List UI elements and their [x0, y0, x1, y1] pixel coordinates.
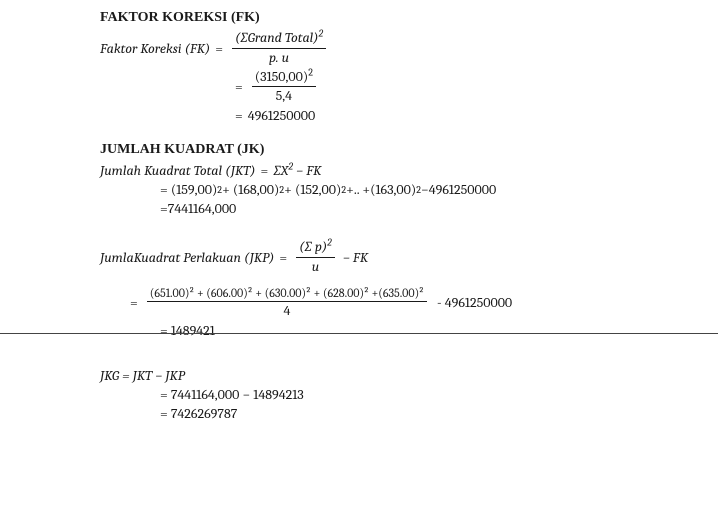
jkg-eq2: = 7441164,000 − 14894213 — [100, 386, 718, 403]
fk-lhs: Faktor Koreksi (FK) — [100, 40, 210, 57]
v3: 152,00) — [300, 181, 341, 198]
v2: 168,00) — [238, 181, 279, 198]
jk-heading: JUMLAH KUADRAT (JK) — [100, 142, 718, 158]
exponent: 2 — [327, 237, 332, 249]
v4: 163,00) — [375, 181, 416, 198]
eq-paren: = ( — [160, 181, 176, 198]
fk-heading: FAKTOR KOREKSI (FK) — [100, 10, 718, 26]
jkg-eq1: JKG = JKT − JKP — [100, 367, 718, 384]
fk-fraction-1: (∑Grand Total)2 p. u — [232, 30, 326, 67]
jkt-expansion: = (159,00)2 + (168,00)2 + (152,00)2 +.. … — [100, 181, 718, 198]
horizontal-rule — [0, 333, 718, 334]
plus: + ( — [284, 181, 300, 198]
jkp-tail: − FK — [343, 249, 368, 266]
fk-num2-val: (3150,00) — [255, 68, 308, 85]
equals-sign: = — [215, 40, 223, 57]
sigma: ∑ — [273, 162, 281, 179]
grand-total-text: Grand Total — [248, 29, 314, 46]
fk-den2: 5,4 — [273, 87, 295, 105]
equals-sign: = — [279, 249, 287, 266]
v1: 159,00) — [176, 181, 217, 198]
jkp-den: u — [309, 258, 322, 276]
fk-result-line: = 4961250000 — [100, 107, 718, 124]
jkp-lhs: JumlaKuadrat Perlakuan (JKP) — [100, 249, 274, 266]
plus: + ( — [222, 181, 238, 198]
fk-fraction-2: (3150,00)2 5,4 — [252, 69, 316, 106]
jkp-expand-tail: - 4961250000 — [437, 294, 512, 311]
equals-sign: = — [130, 294, 138, 311]
jkp-result: = 1489421 — [100, 322, 718, 339]
jkt-formula: Jumlah Kuadrat Total (JKT) = ∑X2 − FK — [100, 162, 718, 179]
jkp-formula: JumlaKuadrat Perlakuan (JKP) = (∑ p)2 u … — [100, 239, 718, 276]
fk-result: 4961250000 — [248, 107, 315, 124]
jkp-num: (∑ p)2 — [296, 239, 335, 258]
jkt-lhs: Jumlah Kuadrat Total (JKT) — [100, 162, 255, 179]
jkt-rhs: ∑X2 − FK — [273, 162, 321, 179]
fkval: 4961250000 — [429, 181, 496, 198]
minus-fk: − FK — [293, 162, 321, 179]
jkp-frac: (∑ p)2 u — [296, 239, 335, 276]
jkp-expand-den: 4 — [280, 302, 293, 320]
minus: − — [421, 181, 429, 198]
jkp-expansion: = (651.00)² + (606.00)² + (630.00)² + (6… — [100, 286, 718, 320]
fk-num1: (∑Grand Total)2 — [232, 30, 326, 49]
fk-den1: p. u — [266, 49, 292, 67]
fk-formula-line2: = (3150,00)2 5,4 — [100, 69, 718, 106]
fk-num2: (3150,00)2 — [252, 69, 316, 88]
exponent: 2 — [308, 66, 313, 78]
equals-sign: = — [235, 107, 243, 124]
fk-formula-line1: Faktor Koreksi (FK) = (∑Grand Total)2 p.… — [100, 30, 718, 67]
jkg-eq3: = 7426269787 — [100, 405, 718, 422]
equals-sign: = — [260, 162, 268, 179]
sigma: ∑ — [240, 29, 248, 46]
sigma-p: ∑ p — [304, 238, 322, 255]
jkp-expand-num: (651.00)² + (606.00)² + (630.00)² + (628… — [147, 286, 427, 302]
dots: +.. +( — [346, 181, 375, 198]
exponent: 2 — [318, 27, 323, 39]
equals-sign: = — [235, 78, 243, 95]
jkt-result: =7441164,000 — [100, 200, 718, 217]
jkp-expand-frac: (651.00)² + (606.00)² + (630.00)² + (628… — [147, 286, 427, 320]
